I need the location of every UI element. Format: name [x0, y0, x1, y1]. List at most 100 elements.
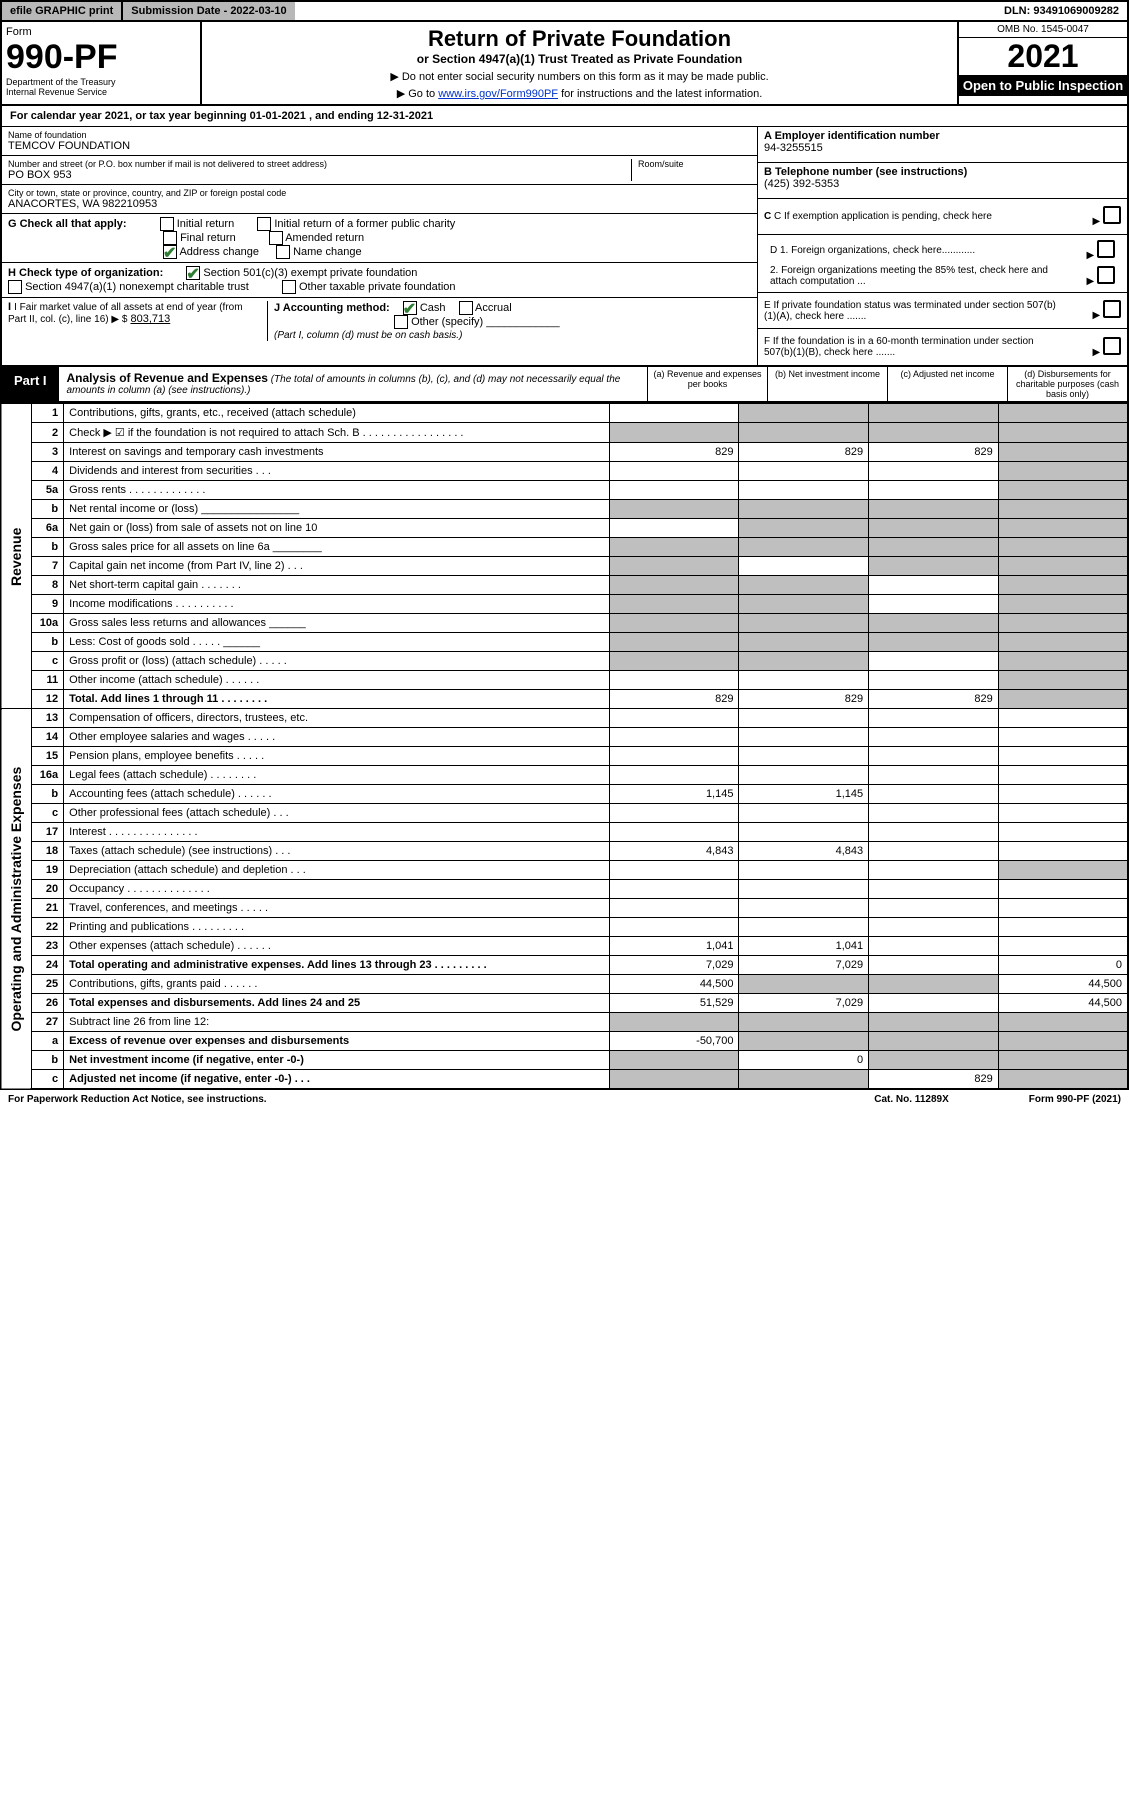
omb: OMB No. 1545-0047 [959, 22, 1127, 38]
line-desc: Compensation of officers, directors, tru… [64, 709, 610, 728]
a-label: A Employer identification number [764, 130, 1121, 142]
table-row: 12Total. Add lines 1 through 11 . . . . … [1, 690, 1128, 709]
revenue-side-label: Revenue [1, 404, 31, 709]
chk-d1[interactable] [1097, 240, 1115, 258]
cell-b [739, 595, 869, 614]
table-row: cGross profit or (loss) (attach schedule… [1, 652, 1128, 671]
line-number: 8 [31, 576, 63, 595]
table-row: 20Occupancy . . . . . . . . . . . . . . [1, 880, 1128, 899]
cell-a: 1,145 [609, 785, 739, 804]
cell-b [739, 423, 869, 443]
line-number: 6a [31, 519, 63, 538]
line-desc: Gross sales price for all assets on line… [64, 538, 610, 557]
cell-dcol [998, 538, 1128, 557]
part1-title: Analysis of Revenue and Expenses [67, 371, 268, 385]
cell-b [739, 823, 869, 842]
info-block: Name of foundation TEMCOV FOUNDATION Num… [0, 127, 1129, 367]
cell-b [739, 1070, 869, 1090]
cell-dcol [998, 462, 1128, 481]
chk-amended[interactable] [269, 231, 283, 245]
e-label: E If private foundation status was termi… [764, 300, 1064, 322]
table-row: 27Subtract line 26 from line 12: [1, 1013, 1128, 1032]
opt-name: Name change [293, 246, 362, 258]
line-desc: Total expenses and disbursements. Add li… [64, 994, 610, 1013]
line-number: 20 [31, 880, 63, 899]
chk-initial-public[interactable] [257, 217, 271, 231]
chk-4947[interactable] [8, 280, 22, 294]
cell-b [739, 1013, 869, 1032]
table-row: bNet rental income or (loss) ___________… [1, 500, 1128, 519]
cell-dcol [998, 842, 1128, 861]
cell-c [869, 671, 999, 690]
cell-dcol [998, 595, 1128, 614]
chk-e[interactable] [1103, 300, 1121, 318]
line-number: 16a [31, 766, 63, 785]
opt-amended: Amended return [285, 232, 364, 244]
cell-dcol [998, 500, 1128, 519]
city-label: City or town, state or province, country… [8, 188, 751, 198]
cell-a [609, 766, 739, 785]
line-desc: Other income (attach schedule) . . . . .… [64, 671, 610, 690]
cell-dcol [998, 880, 1128, 899]
cell-a [609, 880, 739, 899]
line-desc: Depreciation (attach schedule) and deple… [64, 861, 610, 880]
cell-a [609, 1051, 739, 1070]
line-number: 1 [31, 404, 63, 423]
open-inspection: Open to Public Inspection [959, 75, 1127, 96]
cell-b [739, 671, 869, 690]
col-d: (d) Disbursements for charitable purpose… [1007, 367, 1127, 401]
cell-c: 829 [869, 690, 999, 709]
submission-date: Submission Date - 2022-03-10 [121, 2, 294, 20]
chk-501c3[interactable] [186, 266, 200, 280]
opt-other-tax: Other taxable private foundation [299, 281, 456, 293]
foundation-name-cell: Name of foundation TEMCOV FOUNDATION [2, 127, 757, 156]
line-number: 27 [31, 1013, 63, 1032]
cell-b: 1,041 [739, 937, 869, 956]
chk-initial-return[interactable] [160, 217, 174, 231]
table-row: bNet investment income (if negative, ent… [1, 1051, 1128, 1070]
cell-c [869, 785, 999, 804]
g-label: G Check all that apply: [8, 218, 127, 230]
cell-c [869, 709, 999, 728]
opt-other-acct: Other (specify) [411, 316, 483, 328]
cell-dcol [998, 823, 1128, 842]
chk-c[interactable] [1103, 206, 1121, 224]
cell-dcol [998, 766, 1128, 785]
cell-dcol [998, 728, 1128, 747]
tax-year: 2021 [959, 38, 1127, 75]
line-desc: Interest on savings and temporary cash i… [64, 443, 610, 462]
cell-c [869, 804, 999, 823]
chk-cash[interactable] [403, 301, 417, 315]
chk-name-change[interactable] [276, 245, 290, 259]
chk-f[interactable] [1103, 337, 1121, 355]
chk-other-acct[interactable] [394, 315, 408, 329]
cell-c [869, 576, 999, 595]
irs-link[interactable]: www.irs.gov/Form990PF [438, 88, 558, 100]
cell-b [739, 975, 869, 994]
cell-b [739, 918, 869, 937]
line-number: c [31, 804, 63, 823]
cell-c [869, 1032, 999, 1051]
table-row: 4Dividends and interest from securities … [1, 462, 1128, 481]
col-headers: (a) Revenue and expenses per books (b) N… [647, 367, 1127, 401]
cell-dcol [998, 1032, 1128, 1051]
chk-address-change[interactable] [163, 245, 177, 259]
cell-c [869, 899, 999, 918]
cell-c [869, 1051, 999, 1070]
cell-dcol [998, 918, 1128, 937]
line-desc: Taxes (attach schedule) (see instruction… [64, 842, 610, 861]
cell-c [869, 937, 999, 956]
chk-accrual[interactable] [459, 301, 473, 315]
chk-d2[interactable] [1097, 266, 1115, 284]
form-number: 990-PF [6, 38, 196, 77]
cell-dcol [998, 1070, 1128, 1090]
cell-c [869, 519, 999, 538]
table-row: 24Total operating and administrative exp… [1, 956, 1128, 975]
cell-c [869, 956, 999, 975]
f-cell: F If the foundation is in a 60-month ter… [758, 329, 1127, 365]
cell-b [739, 747, 869, 766]
table-row: bAccounting fees (attach schedule) . . .… [1, 785, 1128, 804]
chk-other-taxable[interactable] [282, 280, 296, 294]
header-left: Form 990-PF Department of the Treasury I… [2, 22, 202, 104]
line-desc: Occupancy . . . . . . . . . . . . . . [64, 880, 610, 899]
